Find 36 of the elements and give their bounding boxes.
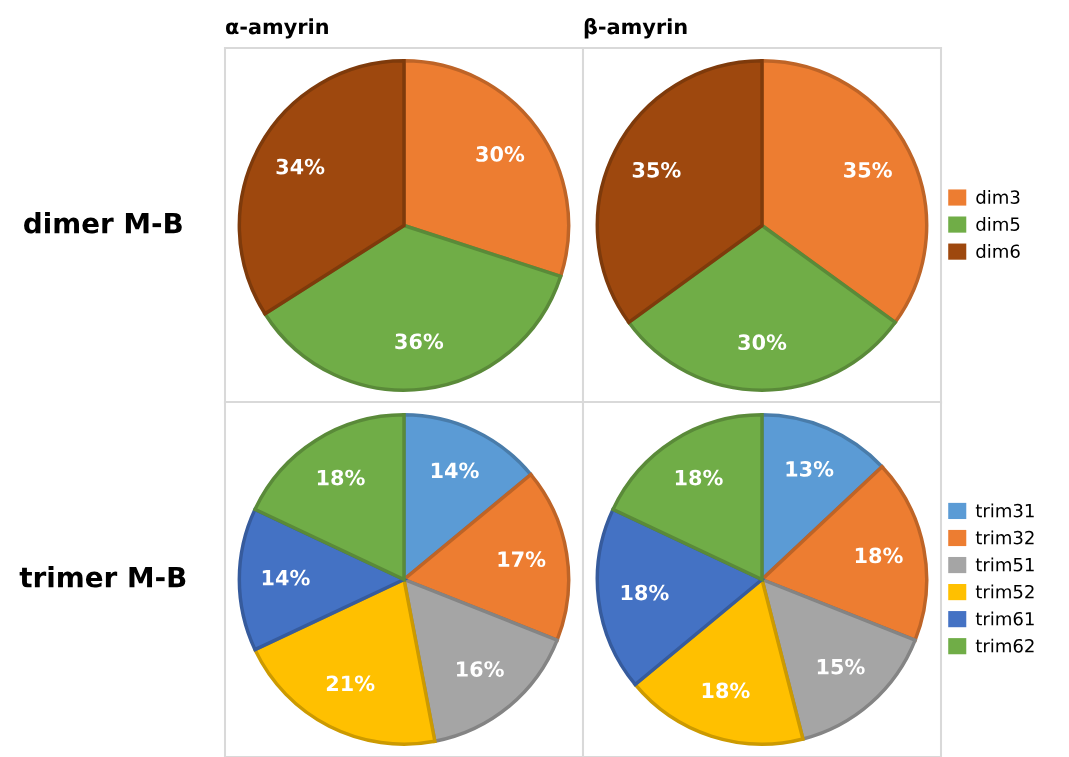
legend-label: trim62 — [975, 638, 1034, 653]
data-label: 18% — [855, 547, 903, 564]
data-label: 18% — [317, 469, 365, 486]
legend-label: dim5 — [976, 217, 1020, 232]
data-label: 21% — [326, 675, 375, 692]
data-label: 15% — [817, 658, 865, 675]
pie-slice — [595, 59, 764, 325]
data-label: 30% — [476, 146, 525, 162]
chart-title: β-amyrin — [584, 18, 687, 39]
data-label: 18% — [675, 469, 723, 486]
text: trimer M-B — [19, 566, 186, 588]
pie-slice — [627, 223, 897, 392]
data-label: 36% — [395, 333, 444, 350]
data-label: 14% — [262, 569, 310, 586]
text: dimer M-B — [24, 212, 182, 234]
data-label: 35% — [632, 161, 681, 178]
legend-label: dim6 — [976, 244, 1020, 259]
pie-slice — [237, 59, 406, 316]
data-label: 14% — [431, 462, 479, 479]
data-label: 18% — [621, 584, 669, 601]
pie-slice — [263, 223, 563, 392]
data-label: 30% — [738, 334, 787, 351]
data-label: 16% — [457, 661, 504, 677]
data-label: 35% — [844, 161, 892, 178]
pie-slice — [611, 413, 764, 582]
legend-label: trim31 — [975, 503, 1034, 518]
data-label: 18% — [702, 682, 750, 699]
legend-label: dim3 — [976, 189, 1020, 204]
legend-label: trim32 — [975, 530, 1034, 545]
data-label: 34% — [276, 158, 325, 175]
data-label: 13% — [786, 460, 834, 477]
legend-label: trim51 — [975, 557, 1034, 572]
data-label: 17% — [498, 551, 546, 567]
legend-label: trim52 — [975, 584, 1034, 599]
chart-title: α-amyrin — [226, 18, 328, 39]
legend-label: trim61 — [975, 611, 1034, 626]
